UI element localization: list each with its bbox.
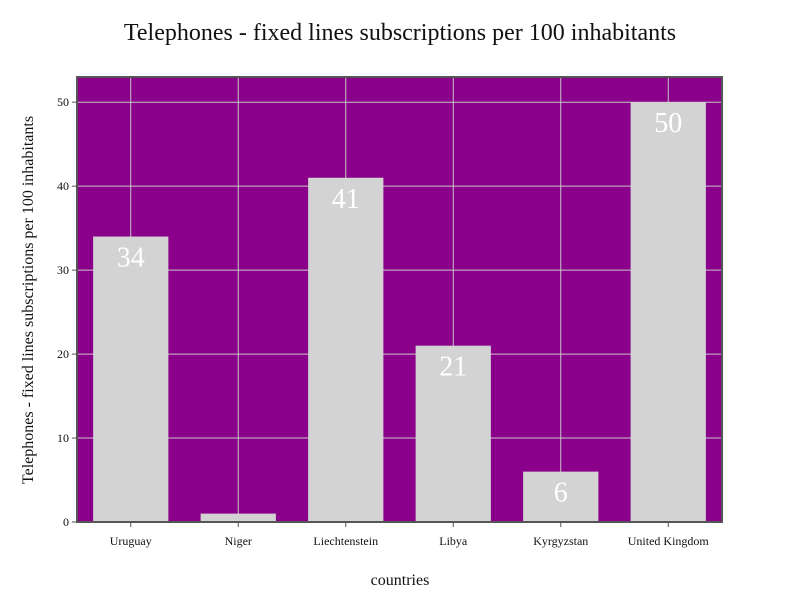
x-tick-label: Uruguay bbox=[110, 534, 152, 548]
y-axis-label: Telephones - fixed lines subscriptions p… bbox=[20, 116, 37, 484]
x-tick-label: Niger bbox=[225, 534, 252, 548]
y-axis-ticks: 0 10 20 30 40 50 bbox=[57, 95, 77, 529]
plot-area bbox=[77, 77, 722, 522]
bar-value-label: 41 bbox=[332, 184, 360, 215]
y-tick-label: 20 bbox=[57, 347, 69, 361]
bar-niger bbox=[200, 513, 276, 522]
x-axis-label: countries bbox=[371, 572, 430, 589]
bar-value-label: 50 bbox=[654, 108, 682, 139]
chart-title: Telephones - fixed lines subscriptions p… bbox=[124, 20, 676, 46]
bar-liechtenstein bbox=[308, 177, 384, 523]
x-tick-label: Kyrgyzstan bbox=[533, 534, 588, 548]
y-tick-label: 50 bbox=[57, 95, 69, 109]
bars bbox=[93, 102, 706, 523]
x-tick-label: United Kingdom bbox=[628, 534, 710, 548]
bar-kyrgyzstan bbox=[523, 471, 599, 522]
bar-uruguay bbox=[93, 236, 169, 522]
bar-libya bbox=[415, 345, 491, 522]
x-tick-label: Libya bbox=[439, 534, 468, 548]
bar-labels: 34 41 21 6 50 bbox=[117, 108, 683, 508]
bar-value-label: 21 bbox=[439, 352, 467, 383]
y-tick-label: 30 bbox=[57, 263, 69, 277]
bar-value-label: 6 bbox=[554, 478, 568, 509]
y-tick-label: 0 bbox=[63, 515, 69, 529]
x-axis-ticks: Uruguay Niger Liechtenstein Libya Kyrgyzstan… bbox=[110, 522, 710, 548]
x-tick-label: Liechtenstein bbox=[313, 534, 378, 548]
y-tick-label: 40 bbox=[57, 179, 69, 193]
bar-value-label: 34 bbox=[117, 243, 145, 274]
plot-frame bbox=[76, 76, 723, 523]
bar-united-kingdom bbox=[630, 102, 706, 522]
y-tick-label: 10 bbox=[57, 431, 69, 445]
